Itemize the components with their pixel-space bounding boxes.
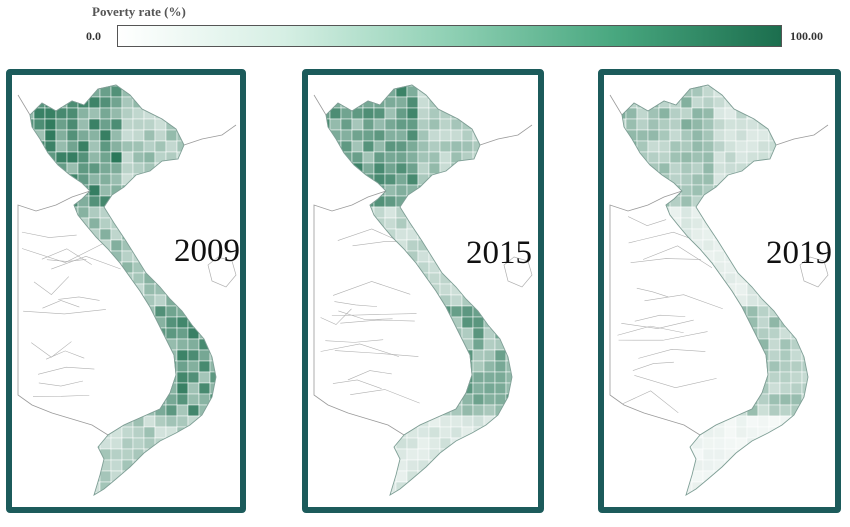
legend-min-label: 0.0 <box>86 29 101 43</box>
island-outline <box>207 256 237 288</box>
vietnam-map-2009 <box>17 84 237 496</box>
vietnam-map-2019 <box>609 84 829 496</box>
map-panel-2015: 2015 <box>302 69 544 513</box>
year-label-2019: 2019 <box>766 235 832 271</box>
vietnam-outline <box>621 84 809 496</box>
island-outline <box>799 256 829 288</box>
neighbour-province-lines <box>320 228 420 404</box>
vietnam-outline <box>325 84 513 496</box>
map-panel-2019: 2019 <box>598 69 841 513</box>
neighbour-province-lines <box>617 216 723 414</box>
neighbour-province-lines <box>21 231 121 397</box>
legend-color-bar <box>117 25 782 47</box>
year-label-2009: 2009 <box>174 233 240 269</box>
map-panel-2009: 2009 <box>6 69 246 513</box>
vietnam-outline <box>29 84 217 496</box>
year-label-2015: 2015 <box>466 235 532 271</box>
legend-title: Poverty rate (%) <box>92 4 186 19</box>
legend-max-label: 100.00 <box>790 29 823 43</box>
vietnam-map-2015 <box>313 84 533 496</box>
island-outline <box>503 256 533 288</box>
